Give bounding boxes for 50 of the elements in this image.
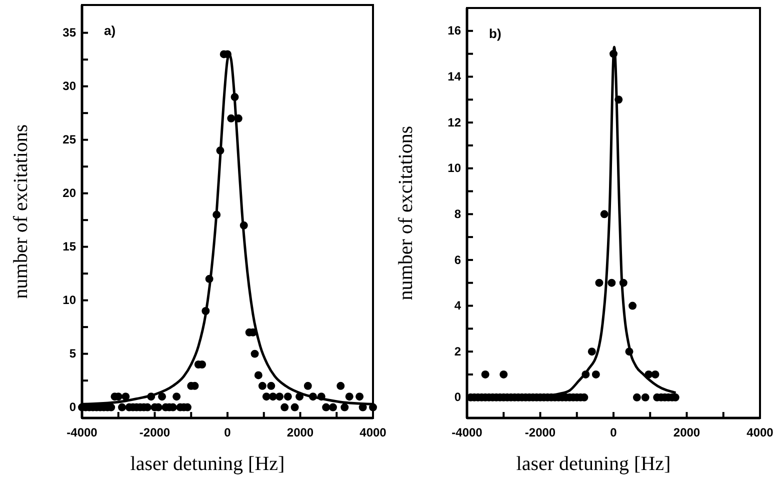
point [644,370,653,378]
y-tick-label: 10 [62,293,76,308]
point [600,210,608,218]
y-tick-label: 8 [454,206,462,221]
x-axis-title: laser detuning [Hz] [130,453,285,475]
x-tick-label: -2000 [139,426,170,440]
y-axis-title: number of excitations [395,126,417,300]
x-tick-label: -4000 [452,426,483,440]
point [588,348,596,356]
y-tick-label: 14 [448,70,462,84]
y-tick-label: 30 [62,79,76,94]
point [592,370,600,378]
x-tick-label: 0 [224,426,232,440]
y-tick-label: 0 [454,390,462,404]
point [614,96,623,104]
x-tick-label: 4000 [746,426,774,440]
x-tick-label: 0 [610,426,618,440]
y-tick-label: 10 [448,161,462,176]
y-tick-label: 6 [454,252,462,267]
x-tick-label: 2000 [286,426,314,440]
x-tick-label: -4000 [66,426,98,440]
point [628,302,637,310]
point [619,278,628,287]
y-axis-title: number of excitations [10,124,32,299]
point [610,50,618,58]
point [608,278,616,287]
point [500,370,508,378]
y-tick-label: 12 [448,115,462,130]
point [625,348,634,356]
annotation: a) [104,23,116,38]
point [641,393,650,402]
y-tick-label: 20 [62,186,76,200]
point [582,370,590,378]
annotation: b) [489,26,502,41]
y-tick-label: 35 [62,26,76,40]
y-tick-label: 16 [448,24,462,38]
point [651,370,660,378]
x-tick-label: 2000 [673,426,700,440]
y-tick-label: 4 [454,298,462,313]
x-axis-title: laser detuning [Hz] [516,453,671,475]
y-tick-label: 5 [69,346,76,361]
point [481,370,490,378]
y-tick-label: 15 [62,240,76,254]
y-tick-label: 0 [69,400,76,414]
y-tick-label: 2 [454,344,462,358]
y-tick-label: 25 [62,132,76,147]
x-tick-label: 4000 [360,426,387,440]
point [595,278,604,287]
x-tick-label: -2000 [524,426,556,440]
point [632,393,641,402]
